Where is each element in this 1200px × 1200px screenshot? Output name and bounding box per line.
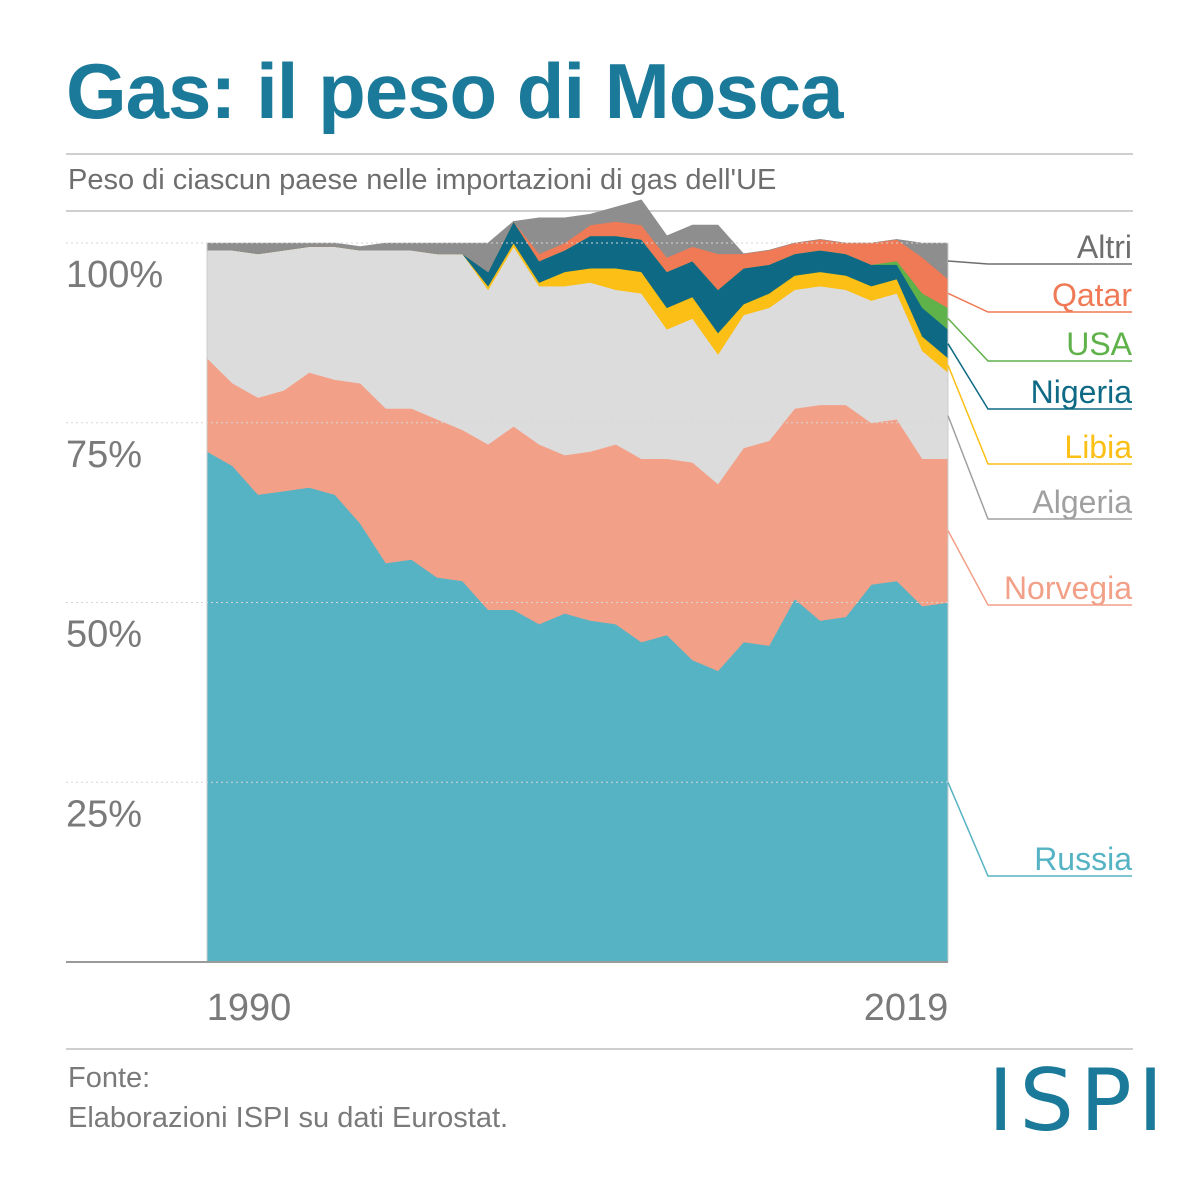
title-divider [66, 153, 1133, 155]
y-tick-label: 25% [66, 793, 142, 835]
series-label-norvegia: Norvegia [1004, 570, 1132, 606]
series-label-altri: Altri [1077, 229, 1132, 265]
leader-line-nigeria [947, 343, 1132, 410]
y-tick-label: 100% [66, 254, 163, 296]
y-tick-label: 50% [66, 614, 142, 656]
leader-line-algeria [947, 415, 1132, 520]
leader-line-altri [947, 260, 1132, 265]
source-label: Fonte: [68, 1062, 151, 1094]
leader-line-russia [947, 782, 1132, 877]
series-label-algeria: Algeria [1032, 484, 1132, 520]
source-text: Elaborazioni ISPI su dati Eurostat. [68, 1102, 509, 1134]
x-tick-label: 1990 [207, 987, 292, 1029]
leader-line-usa [947, 317, 1132, 362]
ispi-logo: ISPI [988, 1051, 1170, 1151]
series-labels: Russia Norvegia Algeria Libia Nigeria USA Qata… [947, 229, 1133, 877]
series-label-libia: Libia [1064, 429, 1132, 465]
series-label-nigeria: Nigeria [1031, 374, 1133, 410]
leader-line-libia [947, 364, 1132, 465]
stacked-area-chart: 100% 75% 50% 25% 1990 2019 Russia Norvegia Alg… [66, 199, 1133, 1029]
leader-line-norvegia [947, 530, 1132, 606]
y-axis-ticks: 100% 75% 50% 25% [66, 254, 163, 835]
series-label-russia: Russia [1034, 841, 1132, 877]
area-layers [206, 199, 949, 963]
footer-divider [66, 1048, 1133, 1050]
leader-line-qatar [947, 292, 1132, 313]
chart-subtitle: Peso di ciascun paese nelle importazioni… [68, 164, 777, 196]
series-label-qatar: Qatar [1052, 277, 1132, 313]
subtitle-divider [66, 210, 1133, 212]
x-tick-label: 2019 [864, 987, 949, 1029]
y-tick-label: 75% [66, 434, 142, 476]
gridlines [66, 242, 949, 963]
chart-title: Gas: il peso di Mosca [66, 47, 844, 135]
x-axis-ticks: 1990 2019 [207, 987, 949, 1029]
series-label-usa: USA [1066, 326, 1132, 362]
